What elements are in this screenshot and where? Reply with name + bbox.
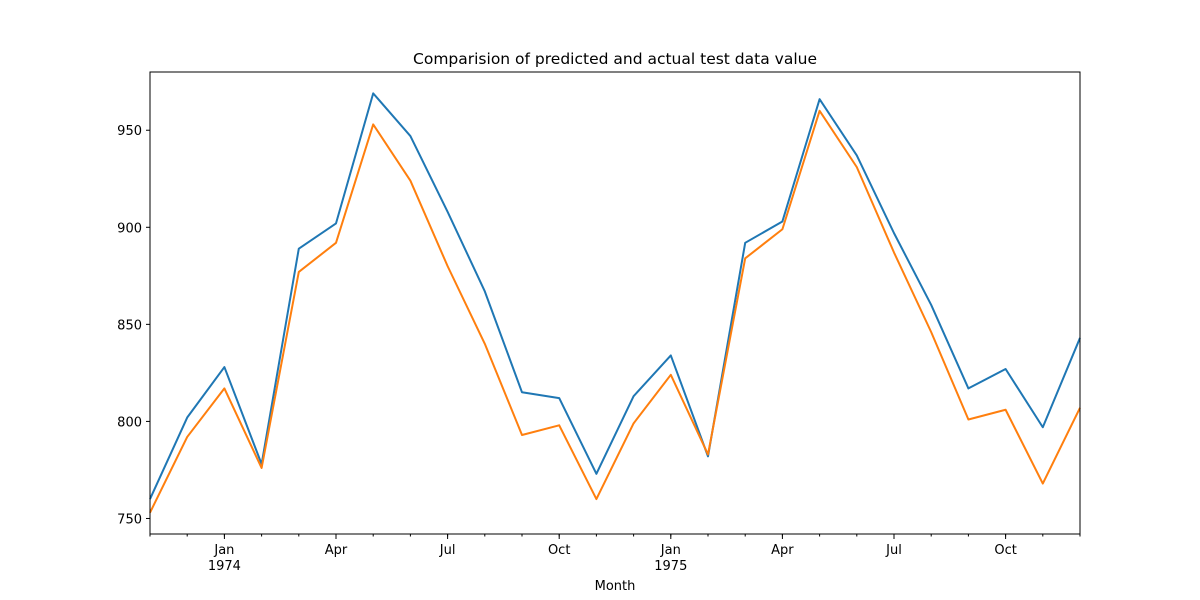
y-tick-label: 950 [117,124,142,139]
series-line-1 [149,92,1081,500]
x-tick-label: Jan [660,543,681,558]
x-tick-year-label: 1974 [208,559,241,574]
chart-title: Comparision of predicted and actual test… [413,50,817,68]
x-tick-year-label: 1975 [654,559,687,574]
y-axis: 750 800 850 900 950 [117,124,150,527]
x-tick-label: Apr [771,543,794,558]
series-layer [149,92,1081,514]
x-tick-label: Jul [439,543,456,558]
y-tick-label: 850 [117,318,142,333]
plot-frame [149,71,1081,535]
x-tick-label: Oct [548,543,570,558]
series-line-2 [149,109,1081,514]
y-tick-label: 900 [117,221,142,236]
x-axis-label: Month [595,579,636,594]
x-tick-label: Apr [325,543,348,558]
x-tick-label: Jan [213,543,234,558]
y-tick-label: 750 [117,512,142,527]
x-tick-label: Jul [885,543,902,558]
x-tick-label: Oct [994,543,1016,558]
y-tick-label: 800 [117,415,142,430]
